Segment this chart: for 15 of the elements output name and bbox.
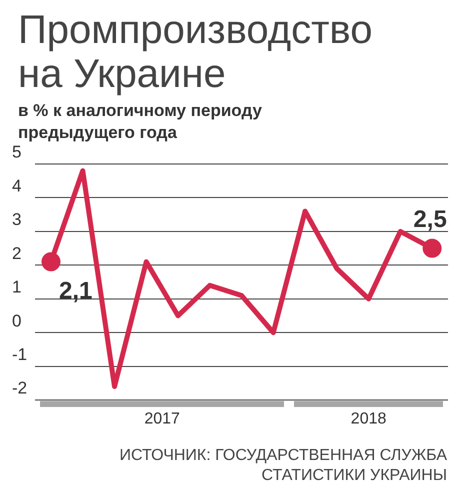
- text: 2018: [350, 410, 386, 428]
- y-tick-label: -1: [12, 344, 28, 364]
- text: 2017: [144, 410, 180, 428]
- y-tick-label: 5: [12, 142, 22, 162]
- y-tick-label: 1: [12, 278, 22, 297]
- y-tick-label: -2: [12, 378, 28, 398]
- y-tick-label: 0: [12, 311, 22, 330]
- y-tick-label: 4: [12, 176, 22, 196]
- text: ИСТОЧНИК: ГОСУДАРСТВЕННАЯ СЛУЖБА СТАТИСТИКИ УКРАИНЫ: [118, 446, 447, 486]
- y-tick-label: 2: [12, 244, 22, 263]
- y-tick-label: 3: [12, 210, 22, 230]
- data-label: 2,1: [58, 277, 92, 304]
- chart-subtitle: в % к аналогичному периоду предыдущего года: [18, 100, 263, 144]
- chart-title: Промпроизводство на Украине: [18, 8, 374, 96]
- data-label: 2,5: [413, 206, 447, 233]
